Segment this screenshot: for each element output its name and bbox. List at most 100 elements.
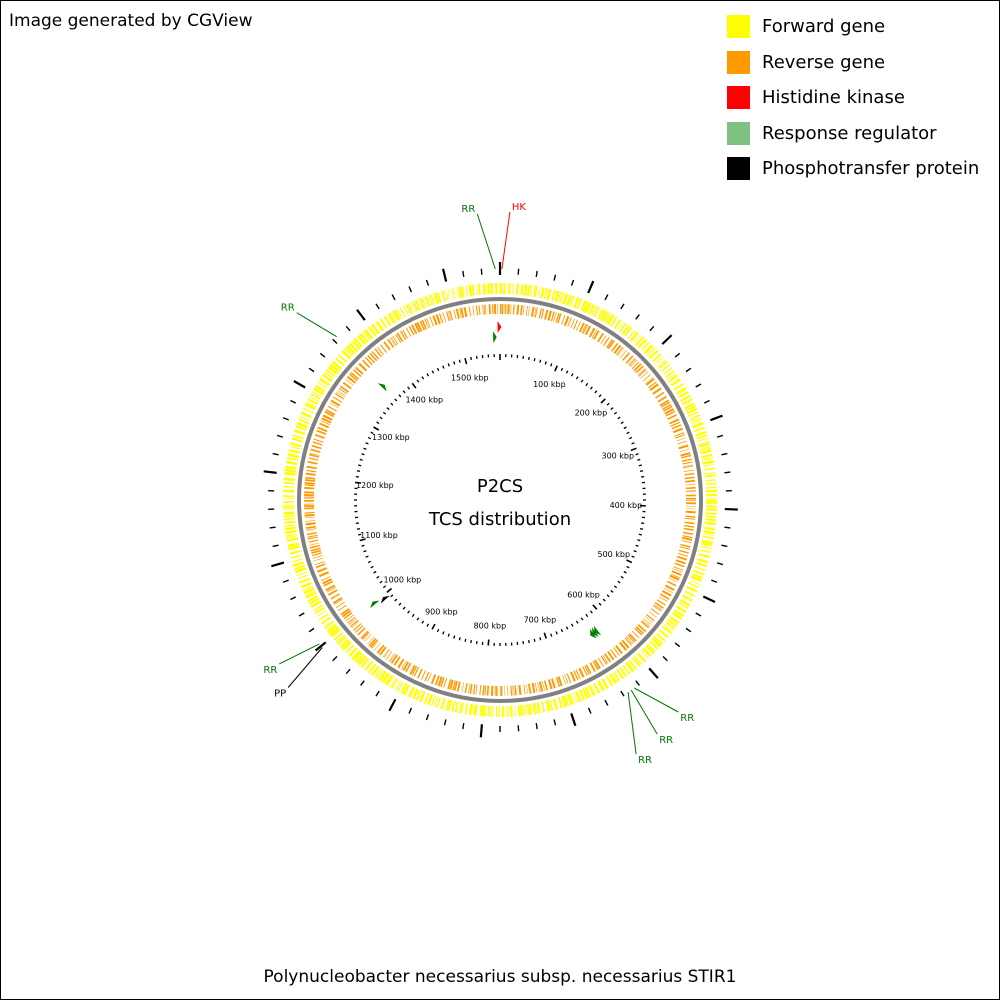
tick-label: 200 kbp: [575, 409, 608, 418]
forward-gene: [678, 391, 689, 399]
reverse-gene: [686, 497, 696, 500]
reverse-gene: [676, 437, 686, 442]
inner-tick: [543, 632, 547, 639]
reverse-gene: [435, 314, 441, 325]
inner-tick: [589, 386, 593, 390]
forward-gene: [285, 465, 297, 470]
tick-label: 1400 kbp: [405, 395, 443, 404]
reverse-gene: [370, 639, 378, 648]
reverse-gene: [389, 653, 396, 663]
reverse-gene: [645, 378, 655, 386]
inner-tick: [386, 407, 390, 411]
forward-gene: [485, 283, 487, 295]
forward-gene: [705, 489, 717, 493]
forward-gene: [525, 704, 528, 716]
forward-gene: [407, 303, 414, 314]
forward-gene: [376, 669, 384, 679]
legend-swatch-response-regulator: [727, 121, 750, 145]
organism-caption: Polynucleobacter necessarius subsp. nece…: [263, 967, 737, 987]
outer-tick: [462, 270, 465, 278]
reverse-gene: [625, 355, 634, 364]
forward-gene: [632, 656, 641, 667]
forward-gene: [695, 561, 707, 568]
reverse-gene: [353, 369, 362, 377]
forward-gene: [662, 625, 672, 634]
forward-gene: [701, 542, 713, 547]
forward-gene: [498, 706, 500, 717]
reverse-gene: [582, 666, 588, 676]
reverse-gene: [455, 308, 460, 319]
outer-tick: [674, 352, 681, 358]
reverse-gene: [327, 405, 337, 412]
forward-gene: [702, 457, 713, 461]
forward-gene: [362, 331, 371, 341]
tcs-marker: [492, 331, 497, 344]
reverse-gene: [306, 465, 317, 470]
forward-gene: [705, 515, 717, 518]
reverse-gene: [531, 682, 536, 694]
forward-gene: [686, 585, 698, 593]
reverse-gene: [543, 680, 548, 691]
forward-gene: [299, 577, 310, 584]
reverse-gene: [616, 346, 623, 356]
reverse-gene: [310, 547, 321, 552]
forward-gene: [597, 308, 604, 320]
outer-tick: [535, 722, 538, 730]
reverse-gene: [578, 322, 585, 333]
inner-tick: [565, 626, 569, 630]
reverse-gene: [350, 372, 360, 380]
reverse-gene: [387, 338, 395, 348]
forward-gene: [573, 297, 580, 309]
outer-tick: [425, 279, 430, 286]
tick-label: 1500 kbp: [451, 374, 489, 383]
forward-gene: [546, 700, 551, 712]
forward-gene: [706, 498, 717, 500]
reverse-gene: [497, 304, 499, 314]
tick-label: 800 kbp: [474, 622, 507, 631]
forward-gene: [298, 418, 310, 425]
legend-label: Histidine kinase: [762, 87, 905, 109]
reverse-gene: [385, 651, 393, 660]
reverse-gene: [584, 325, 592, 336]
inner-tick: [411, 613, 415, 618]
reverse-gene: [685, 510, 696, 514]
forward-gene: [283, 515, 295, 518]
reverse-gene: [485, 304, 487, 315]
reverse-gene: [392, 335, 399, 345]
forward-gene: [680, 394, 691, 402]
reverse-gene: [562, 675, 567, 685]
reverse-gene: [661, 590, 672, 597]
reverse-gene: [419, 320, 425, 331]
reverse-gene: [584, 665, 590, 675]
forward-gene: [692, 421, 704, 429]
reverse-gene: [513, 685, 515, 696]
reverse-gene: [334, 599, 343, 605]
forward-gene: [342, 641, 352, 651]
forward-gene: [427, 294, 433, 306]
forward-gene: [602, 311, 610, 322]
forward-gene: [705, 479, 717, 482]
inner-tick: [458, 637, 461, 641]
reverse-gene: [578, 667, 585, 678]
forward-gene: [562, 293, 569, 305]
forward-gene: [597, 680, 605, 692]
inner-tick: [447, 633, 450, 637]
inner-tick: [570, 623, 574, 627]
reverse-gene: [320, 420, 331, 425]
reverse-gene: [311, 549, 322, 554]
tcs-callouts: RR HK RR RR PP RR RR RR: [263, 202, 694, 766]
reverse-gene: [343, 612, 353, 620]
reverse-gene: [501, 304, 504, 314]
inner-tick: [370, 565, 374, 569]
reverse-gene: [305, 476, 316, 480]
forward-gene: [387, 313, 396, 324]
inner-tick: [533, 638, 536, 642]
reverse-gene: [306, 528, 317, 531]
reverse-gene: [573, 319, 578, 330]
outer-tick: [724, 526, 731, 529]
reverse-gene: [305, 520, 316, 522]
reverse-gene: [681, 536, 693, 541]
forward-gene: [526, 704, 530, 716]
reverse-gene: [564, 674, 569, 684]
